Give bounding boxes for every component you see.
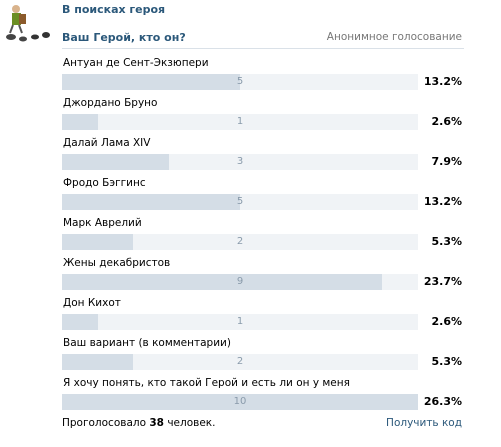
poll-option: Далай Лама XIV 3 7.9% — [62, 135, 464, 175]
poll-option-percent: 13.2% — [423, 195, 462, 208]
poll-type: Анонимное голосование — [326, 31, 462, 43]
poll-option-percent: 7.9% — [431, 155, 462, 168]
poll-option-fill — [62, 394, 418, 410]
hiker-with-footprints-icon — [6, 5, 50, 42]
poll-option: Джордано Бруно 1 2.6% — [62, 95, 464, 135]
poll-option-label: Я хочу понять, кто такой Герой и есть ли… — [63, 377, 350, 389]
poll-option-fill — [62, 154, 169, 170]
poll-option-count: 1 — [236, 116, 244, 127]
poll-option-percent: 5.3% — [431, 355, 462, 368]
poll-option-count: 9 — [236, 276, 244, 287]
poll-option-count: 2 — [236, 356, 244, 367]
poll-footer: Проголосовало 38 человек. Получить код — [62, 415, 464, 437]
total-voted-count: 38 — [149, 417, 164, 429]
poll-option-label: Далай Лама XIV — [63, 137, 151, 149]
poll-option-label: Джордано Бруно — [63, 97, 158, 109]
poll-option: Марк Аврелий 2 5.3% — [62, 215, 464, 255]
poll-option-bar: 10 — [62, 394, 418, 410]
poll-option-label: Фродо Бэггинс — [63, 177, 146, 189]
poll-option-percent: 23.7% — [423, 275, 462, 288]
total-voted-prefix: Проголосовало — [62, 417, 147, 429]
poll-option: Ваш вариант (в комментарии) 2 5.3% — [62, 335, 464, 375]
poll-option-percent: 13.2% — [423, 75, 462, 88]
poll-option-bar: 5 — [62, 194, 418, 210]
poll-option-fill — [62, 234, 134, 250]
poll-header: Ваш Герой, кто он? Анонимное голосование — [62, 30, 464, 49]
poll-option-label: Марк Аврелий — [63, 217, 142, 229]
poll-option-count: 5 — [236, 196, 244, 207]
poll-option: Жены декабристов 9 23.7% — [62, 255, 464, 295]
poll-option-percent: 26.3% — [423, 395, 462, 408]
poll-option-label: Жены декабристов — [63, 257, 171, 269]
poll-option-bar: 5 — [62, 74, 418, 90]
poll-option-fill — [62, 314, 98, 330]
group-title[interactable]: В поисках героя — [62, 3, 166, 16]
poll-option-bar: 1 — [62, 314, 418, 330]
poll-option: Антуан де Сент-Экзюпери 5 13.2% — [62, 55, 464, 95]
poll-option-fill — [62, 354, 134, 370]
group-avatar[interactable] — [2, 3, 52, 43]
poll-option-label: Антуан де Сент-Экзюпери — [63, 57, 209, 69]
poll-option-count: 10 — [233, 396, 247, 407]
poll-option-fill — [62, 114, 98, 130]
poll-option-bar: 1 — [62, 114, 418, 130]
get-code-link[interactable]: Получить код — [386, 417, 462, 429]
poll-option: Дон Кихот 1 2.6% — [62, 295, 464, 335]
poll-option-count: 5 — [236, 76, 244, 87]
poll-option-label: Дон Кихот — [63, 297, 121, 309]
poll-question: Ваш Герой, кто он? — [62, 31, 186, 44]
poll-option-count: 1 — [236, 316, 244, 327]
poll-option-percent: 2.6% — [431, 315, 462, 328]
poll-option-bar: 9 — [62, 274, 418, 290]
poll-option-bar: 2 — [62, 234, 418, 250]
poll-options: Антуан де Сент-Экзюпери 5 13.2% Джордано… — [62, 49, 464, 415]
poll-option-fill — [62, 194, 240, 210]
poll-option-percent: 5.3% — [431, 235, 462, 248]
poll-option-count: 3 — [236, 156, 244, 167]
poll-option-count: 2 — [236, 236, 244, 247]
poll-option-label: Ваш вариант (в комментарии) — [63, 337, 231, 349]
total-voted-suffix: человек. — [167, 417, 216, 429]
poll: Ваш Герой, кто он? Анонимное голосование… — [62, 30, 464, 437]
poll-option-fill — [62, 274, 383, 290]
poll-option: Фродо Бэггинс 5 13.2% — [62, 175, 464, 215]
poll-option-bar: 3 — [62, 154, 418, 170]
poll-option-fill — [62, 74, 240, 90]
total-voted: Проголосовало 38 человек. — [62, 417, 215, 429]
poll-option-bar: 2 — [62, 354, 418, 370]
poll-option-percent: 2.6% — [431, 115, 462, 128]
poll-option: Я хочу понять, кто такой Герой и есть ли… — [62, 375, 464, 415]
